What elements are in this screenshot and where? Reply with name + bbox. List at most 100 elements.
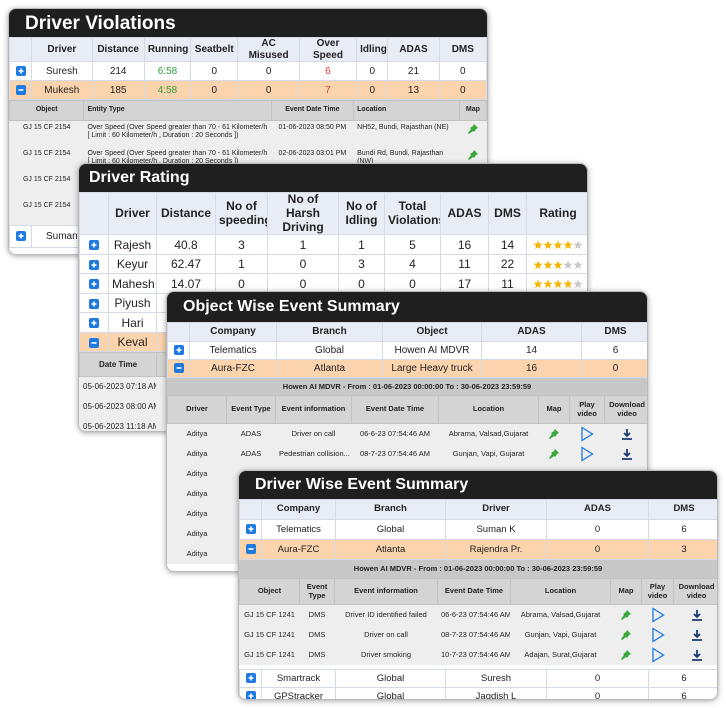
- table-cell: 62.47: [156, 253, 216, 275]
- table-cell: Global: [335, 519, 446, 540]
- rating-cell: [526, 234, 587, 255]
- column-header: Location: [353, 100, 460, 121]
- play-shape: [581, 445, 594, 462]
- table-cell: Driver smoking: [334, 644, 438, 665]
- table-cell: Rajesh: [108, 234, 157, 255]
- play-shape: [651, 626, 665, 643]
- icon-cell: [604, 443, 647, 464]
- table-cell: 14: [481, 341, 582, 360]
- header-row: Company Branch Object ADAS DMS: [167, 322, 647, 342]
- table-cell: Aditya: [167, 423, 227, 444]
- table-cell: 05-06-2023 08:00 AM: [79, 396, 157, 418]
- table-cell: 21: [387, 61, 440, 81]
- table-cell: Atlanta: [276, 359, 383, 378]
- header-row: Driver Distance No of speeding No of Harsh …: [79, 191, 587, 236]
- dl-icon[interactable]: [691, 649, 703, 661]
- table-cell: 22: [488, 253, 527, 275]
- table-cell: GJ 15 CF 2154: [9, 120, 85, 147]
- pin-icon: [621, 649, 631, 660]
- table-cell: 0: [546, 687, 649, 699]
- play-icon[interactable]: [580, 425, 594, 442]
- download-shape: [622, 448, 632, 460]
- table-cell: GJ 15 CF 2154: [9, 198, 85, 225]
- pin-shape: [621, 649, 631, 660]
- dl-icon[interactable]: [691, 629, 703, 641]
- plus-icon[interactable]: [89, 259, 99, 270]
- table-cell: Gunjan, Vapi, Gujarat: [438, 443, 539, 464]
- range-banner: Howen AI MDVR - From : 01-06-2023 00:00:…: [167, 378, 647, 395]
- range-banner: Howen AI MDVR - From : 01-06-2023 00:00:…: [239, 560, 717, 578]
- table-row: Aura-FZC Atlanta Rajendra Pr. 0 3: [239, 539, 717, 560]
- table-cell: 01-06-2023 08:50 PM: [270, 120, 355, 147]
- expand-cell: [9, 61, 33, 81]
- star: [533, 279, 543, 289]
- pin-shape: [621, 629, 631, 640]
- plus-icon[interactable]: [89, 240, 99, 251]
- minus-icon[interactable]: [15, 84, 26, 95]
- plus-icon[interactable]: [245, 691, 256, 700]
- plus-icon[interactable]: [245, 524, 256, 535]
- header-row: Object Entity Type Event Date Time Location…: [9, 100, 487, 121]
- play-icon[interactable]: [651, 626, 665, 643]
- card-title: Driver Violations: [9, 9, 487, 37]
- expand-cell: [9, 225, 33, 248]
- header-row: Driver Event Type Event information Event D…: [167, 395, 647, 424]
- table-row: Smartrack Global Suresh 0 6: [239, 669, 717, 688]
- download-shape: [691, 649, 702, 661]
- icon-cell: [610, 624, 642, 645]
- minus-icon[interactable]: [89, 337, 99, 348]
- table-cell: 08-7-23 07:54:46 AM: [351, 443, 439, 464]
- column-header: ADAS: [546, 499, 649, 520]
- table-cell: 0: [237, 61, 300, 81]
- column-header: Driver: [445, 499, 547, 520]
- star: [573, 260, 583, 270]
- dl-icon[interactable]: [691, 609, 703, 621]
- table-cell: 0: [546, 519, 649, 540]
- icon-cell: [538, 423, 570, 444]
- table-cell: Aura-FZC: [189, 359, 277, 378]
- dl-icon[interactable]: [621, 428, 633, 440]
- plus-icon[interactable]: [89, 298, 99, 309]
- plus-icon[interactable]: [15, 65, 26, 76]
- download-shape: [691, 629, 702, 641]
- table-cell: 06-6-23 07:54:46 AM: [351, 423, 439, 444]
- table-row: Mukesh 185 4:58 0 0 7 0 13 0: [9, 80, 487, 100]
- table-cell: Abrama, Valsad,Gujarat: [438, 423, 539, 444]
- column-header: No of Idling: [338, 191, 385, 236]
- expand-cell: [79, 253, 109, 275]
- table-cell: 5: [384, 234, 441, 255]
- data-table: Company Branch Driver ADAS DMS Telematics Glob…: [239, 499, 717, 560]
- table-cell: 13: [387, 80, 440, 100]
- table-cell: Aditya: [167, 543, 227, 564]
- data-table: Object Event Type Event information Event D…: [239, 578, 717, 665]
- column-header: Driver: [31, 37, 93, 62]
- star: [563, 279, 573, 289]
- table-cell: Howen AI MDVR: [382, 341, 482, 360]
- play-icon[interactable]: [651, 646, 665, 663]
- rating-stars: [533, 260, 583, 270]
- star: [563, 260, 573, 270]
- table-cell: 4: [384, 253, 441, 275]
- plus-icon[interactable]: [15, 231, 26, 242]
- header-cell: [167, 322, 190, 342]
- plus-icon[interactable]: [173, 345, 184, 356]
- minus-icon[interactable]: [173, 363, 184, 374]
- column-header: Download video: [604, 395, 647, 424]
- minus-icon[interactable]: [245, 544, 256, 555]
- column-header: Date Time: [79, 352, 157, 378]
- star: [563, 240, 573, 250]
- plus-icon[interactable]: [89, 279, 99, 290]
- plus-icon[interactable]: [89, 318, 99, 329]
- plus-icon[interactable]: [245, 673, 256, 684]
- column-header: Location: [438, 395, 539, 424]
- table-cell: Atlanta: [335, 539, 446, 560]
- column-header: Play video: [569, 395, 605, 424]
- expand-cell: [239, 519, 262, 540]
- table-cell: Aditya: [167, 443, 227, 464]
- card-title: Object Wise Event Summary: [167, 292, 647, 322]
- table-cell: 1: [338, 234, 385, 255]
- table-row: Suresh 214 6:58 0 0 6 0 21 0: [9, 61, 487, 81]
- dl-icon[interactable]: [621, 448, 633, 460]
- play-icon[interactable]: [580, 445, 594, 462]
- play-icon[interactable]: [651, 606, 665, 623]
